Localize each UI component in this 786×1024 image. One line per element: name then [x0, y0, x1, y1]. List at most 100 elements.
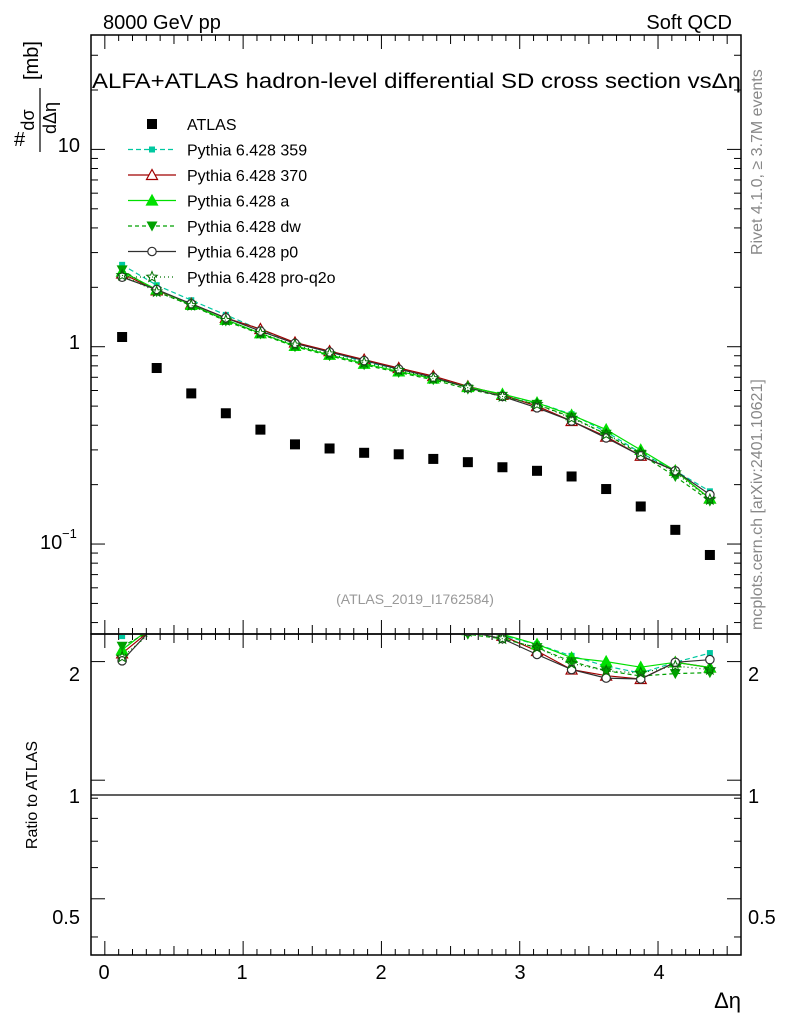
ratio-2-point: [220, 588, 231, 598]
ratio-4-point: [222, 586, 230, 594]
main-axis-ticks: [91, 54, 741, 624]
series-5-point: [703, 492, 717, 506]
ratio-4-point: [325, 583, 333, 591]
data-point: [566, 471, 577, 482]
legend-label-2: Pythia 6.428 a: [187, 194, 289, 211]
y-label-prefix: #: [14, 129, 26, 151]
series-5-point: [184, 298, 198, 311]
series-5-point: [634, 445, 648, 459]
main-series-group: [115, 261, 717, 507]
legend: ATLAS Pythia 6.428 359 Pythia 6.428 370 Pyt…: [128, 117, 336, 287]
x-tick-label-3: 3: [514, 962, 525, 984]
ratio-1-point: [428, 609, 439, 619]
ratio-4-point: [187, 597, 195, 605]
data-point: [462, 457, 473, 468]
legend-marker-data: [147, 119, 157, 129]
series-line-3: [121, 269, 711, 502]
series-line-0: [121, 264, 711, 492]
ratio-1-point: [186, 596, 197, 606]
legend-label-4: Pythia 6.428 p0: [187, 245, 298, 262]
ratio-tick-label-0.5-right: 0.5: [748, 907, 776, 929]
legend-marker-2: [145, 193, 159, 206]
header-left: 8000 GeV pp: [103, 12, 221, 34]
y-tick-label-0.1: 10 −1: [40, 526, 77, 554]
series-5-point: [495, 389, 509, 402]
ratio-0-point: [188, 591, 194, 597]
y-tick-exponent: −1: [62, 526, 77, 541]
ratio-1-point: [324, 580, 335, 590]
ratio-5-point: [530, 640, 544, 654]
data-point: [635, 501, 646, 512]
ratio-5-point: [495, 635, 509, 645]
series-0-point: [119, 261, 126, 268]
legend-marker-5: [145, 270, 159, 283]
series-5-point: [461, 380, 475, 394]
data-point: [704, 549, 715, 560]
ratio-0-point: [119, 635, 126, 640]
ratio-line-1: [121, 635, 710, 680]
data-point: [428, 453, 439, 464]
ratio-5-point: [115, 650, 129, 663]
mcplots-reference-label: mcplots.cern.ch [arXiv:2401.10621]: [749, 379, 766, 630]
ratio-0-point: [396, 607, 402, 613]
ratio-0-point: [327, 585, 333, 591]
ratio-y-label: Ratio to ATLAS: [24, 741, 41, 849]
series-5-point: [219, 313, 233, 326]
data-point: [497, 462, 508, 473]
ratio-3-point: [116, 641, 128, 652]
legend-label-1: Pythia 6.428 370: [187, 168, 307, 185]
ratio-0-point: [292, 574, 298, 580]
series-5-point: [288, 338, 302, 351]
ratio-1-point: [220, 584, 231, 594]
ratio-1-point: [289, 571, 300, 581]
data-point: [220, 408, 231, 419]
ratio-0-point: [465, 626, 471, 632]
ratio-4-point: [291, 574, 299, 582]
ratio-tick-label-2-left: 2: [69, 664, 80, 686]
ratio-tick-label-0.5-left: 0.5: [52, 907, 80, 929]
ratio-axis-ticks: [91, 661, 741, 938]
y-tick-label-10: 10: [58, 135, 80, 157]
ratio-0-point: [154, 612, 160, 618]
series-5-point: [357, 355, 371, 369]
ratio-3-point: [669, 669, 681, 680]
rivet-version-label: Rivet 4.1.0, ≥ 3.7M events: [749, 69, 766, 255]
ratio-3-point: [186, 600, 197, 610]
ratio-2-point: [428, 614, 439, 624]
ratio-5-point: [393, 607, 403, 617]
ratio-4-point: [256, 579, 264, 587]
ratio-3-point: [566, 657, 578, 668]
x-tick-label-1: 1: [236, 962, 247, 984]
legend-marker-1: [145, 168, 159, 181]
ratio-5-point: [255, 582, 265, 592]
ratio-3-point: [465, 635, 471, 640]
ratio-0-point: [706, 650, 713, 657]
ratio-tick-label-1-left: 1: [69, 786, 80, 808]
y-label-denominator: dΔη: [40, 102, 60, 134]
header-right: Soft QCD: [646, 12, 732, 34]
ratio-5-point: [703, 662, 717, 676]
ratio-2-point: [151, 618, 162, 628]
x-tick-label-2: 2: [375, 962, 386, 984]
y-axis-label: # dσ dΔη [mb]: [14, 41, 60, 152]
ratio-3-point: [393, 612, 404, 622]
legend-label-data: ATLAS: [187, 117, 237, 134]
ratio-4-point: [429, 613, 437, 621]
ratio-line-4: [121, 635, 710, 680]
series-5-point: [599, 427, 613, 440]
series-5-point: [426, 371, 440, 385]
ratio-0-point: [430, 614, 436, 620]
ratio-5-point: [565, 656, 579, 670]
analysis-id-label: (ATLAS_2019_I1762584): [336, 591, 494, 607]
ratio-2-point: [186, 598, 197, 608]
legend-marker-0: [149, 146, 155, 153]
x-tick-label-0: 0: [98, 962, 109, 984]
ratio-2-point: [393, 609, 404, 619]
data-point: [186, 388, 197, 399]
ratio-3-point: [220, 591, 231, 601]
ratio-5-point: [290, 576, 300, 586]
ratio-2-point: [289, 578, 300, 588]
series-5-point: [253, 326, 267, 339]
series-5-point: [150, 284, 164, 298]
